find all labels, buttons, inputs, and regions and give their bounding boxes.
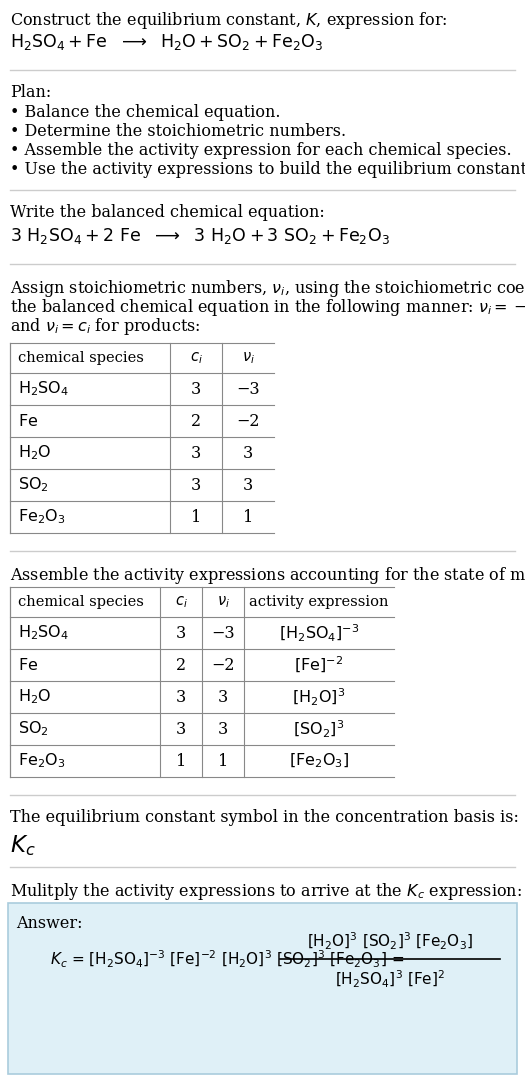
Text: $[\mathrm{H_2O}]^3\ [\mathrm{SO_2}]^3\ [\mathrm{Fe_2O_3}]$: $[\mathrm{H_2O}]^3\ [\mathrm{SO_2}]^3\ [… <box>307 931 473 951</box>
Text: $\mathrm{Fe}$: $\mathrm{Fe}$ <box>18 413 38 429</box>
Text: $c_i$: $c_i$ <box>175 594 187 610</box>
Text: $\mathit{K_c}$: $\mathit{K_c}$ <box>10 833 36 858</box>
Text: 2: 2 <box>191 412 201 429</box>
Text: −2: −2 <box>236 412 260 429</box>
Text: 3: 3 <box>243 444 253 462</box>
Text: −3: −3 <box>211 624 235 641</box>
Text: Answer:: Answer: <box>16 915 82 932</box>
Text: $c_i$: $c_i$ <box>190 350 203 366</box>
Text: $\mathrm{H_2SO_4}$: $\mathrm{H_2SO_4}$ <box>18 380 69 398</box>
Text: $[\mathrm{Fe}]^{-2}$: $[\mathrm{Fe}]^{-2}$ <box>295 655 343 675</box>
FancyBboxPatch shape <box>8 903 517 1074</box>
Text: 3: 3 <box>176 721 186 737</box>
Text: The equilibrium constant symbol in the concentration basis is:: The equilibrium constant symbol in the c… <box>10 809 519 826</box>
Text: 3: 3 <box>191 477 201 494</box>
Text: 3: 3 <box>176 624 186 641</box>
Text: Plan:: Plan: <box>10 84 51 101</box>
Text: $[\mathrm{H_2SO_4}]^{-3}$: $[\mathrm{H_2SO_4}]^{-3}$ <box>279 622 359 643</box>
Text: 1: 1 <box>243 509 253 525</box>
Text: 3: 3 <box>218 721 228 737</box>
Text: 3: 3 <box>176 689 186 706</box>
Text: chemical species: chemical species <box>18 595 144 609</box>
Text: chemical species: chemical species <box>18 351 144 365</box>
Text: $\mathrm{H_2SO_4}$: $\mathrm{H_2SO_4}$ <box>18 624 69 642</box>
Text: 3: 3 <box>218 689 228 706</box>
Text: $\mathrm{H_2O}$: $\mathrm{H_2O}$ <box>18 688 51 706</box>
Text: 3: 3 <box>191 381 201 397</box>
Text: $\mathit{K_c}$ = $[\mathrm{H_2SO_4}]^{-3}$ $[\mathrm{Fe}]^{-2}$ $[\mathrm{H_2O}]: $\mathit{K_c}$ = $[\mathrm{H_2SO_4}]^{-3… <box>50 948 404 969</box>
Text: 1: 1 <box>176 752 186 769</box>
Text: $\nu_i$: $\nu_i$ <box>216 594 229 610</box>
Text: Assign stoichiometric numbers, $\nu_i$, using the stoichiometric coefficients, $: Assign stoichiometric numbers, $\nu_i$, … <box>10 278 525 299</box>
Text: and $\nu_i = c_i$ for products:: and $\nu_i = c_i$ for products: <box>10 316 201 337</box>
Text: $\mathrm{Fe_2O_3}$: $\mathrm{Fe_2O_3}$ <box>18 752 66 770</box>
Text: −3: −3 <box>236 381 260 397</box>
Text: Construct the equilibrium constant, $K$, expression for:: Construct the equilibrium constant, $K$,… <box>10 10 447 31</box>
Text: • Balance the chemical equation.: • Balance the chemical equation. <box>10 104 280 121</box>
Text: $[\mathrm{H_2SO_4}]^3\ [\mathrm{Fe}]^2$: $[\mathrm{H_2SO_4}]^3\ [\mathrm{Fe}]^2$ <box>335 968 445 990</box>
Text: $\nu_i$: $\nu_i$ <box>242 350 255 366</box>
Text: Assemble the activity expressions accounting for the state of matter and $\nu_i$: Assemble the activity expressions accoun… <box>10 565 525 586</box>
Text: 2: 2 <box>176 656 186 674</box>
Text: 1: 1 <box>218 752 228 769</box>
Text: $\mathrm{Fe_2O_3}$: $\mathrm{Fe_2O_3}$ <box>18 508 66 526</box>
Text: $\mathrm{SO_2}$: $\mathrm{SO_2}$ <box>18 476 49 494</box>
Text: 1: 1 <box>191 509 201 525</box>
Text: $\mathrm{H_2O}$: $\mathrm{H_2O}$ <box>18 443 51 463</box>
Text: 3: 3 <box>243 477 253 494</box>
Text: −2: −2 <box>211 656 235 674</box>
Text: • Determine the stoichiometric numbers.: • Determine the stoichiometric numbers. <box>10 123 346 140</box>
Text: activity expression: activity expression <box>249 595 388 609</box>
Text: $[\mathrm{Fe_2O_3}]$: $[\mathrm{Fe_2O_3}]$ <box>289 752 349 770</box>
Text: • Use the activity expressions to build the equilibrium constant expression.: • Use the activity expressions to build … <box>10 161 525 178</box>
Text: $\mathrm{Fe}$: $\mathrm{Fe}$ <box>18 657 38 672</box>
Text: Mulitply the activity expressions to arrive at the $\mathit{K_c}$ expression:: Mulitply the activity expressions to arr… <box>10 881 522 902</box>
Text: $\mathrm{SO_2}$: $\mathrm{SO_2}$ <box>18 720 49 738</box>
Text: the balanced chemical equation in the following manner: $\nu_i = -c_i$ for react: the balanced chemical equation in the fo… <box>10 297 525 318</box>
Text: $\mathrm{3\ H_2SO_4 + 2\ Fe}$  $\longrightarrow$  $\mathrm{3\ H_2O + 3\ SO_2 + F: $\mathrm{3\ H_2SO_4 + 2\ Fe}$ $\longrigh… <box>10 226 390 246</box>
Text: $\mathrm{H_2SO_4 + Fe}$  $\longrightarrow$  $\mathrm{H_2O + SO_2 + Fe_2O_3}$: $\mathrm{H_2SO_4 + Fe}$ $\longrightarrow… <box>10 32 323 52</box>
Text: • Assemble the activity expression for each chemical species.: • Assemble the activity expression for e… <box>10 142 512 159</box>
Text: 3: 3 <box>191 444 201 462</box>
Text: Write the balanced chemical equation:: Write the balanced chemical equation: <box>10 204 325 221</box>
Text: $[\mathrm{SO_2}]^{3}$: $[\mathrm{SO_2}]^{3}$ <box>293 719 344 739</box>
Text: $[\mathrm{H_2O}]^{3}$: $[\mathrm{H_2O}]^{3}$ <box>292 686 345 708</box>
